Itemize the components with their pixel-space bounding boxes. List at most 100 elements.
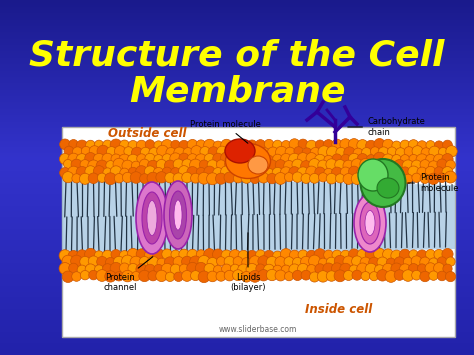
Circle shape [220, 152, 232, 164]
Circle shape [301, 270, 311, 280]
Circle shape [426, 141, 435, 150]
Circle shape [241, 272, 252, 282]
Circle shape [212, 249, 224, 260]
Circle shape [374, 166, 385, 178]
Circle shape [221, 250, 232, 261]
Text: Lipids
(bilayer): Lipids (bilayer) [230, 233, 266, 292]
Circle shape [417, 250, 427, 261]
Circle shape [216, 173, 227, 184]
Circle shape [238, 167, 249, 179]
Circle shape [250, 174, 260, 184]
Circle shape [82, 146, 91, 156]
Circle shape [344, 271, 354, 280]
Circle shape [173, 173, 184, 184]
Circle shape [182, 256, 192, 267]
Circle shape [281, 265, 291, 275]
Circle shape [119, 140, 129, 150]
Circle shape [170, 264, 181, 274]
Circle shape [161, 263, 173, 275]
Circle shape [191, 173, 201, 183]
Circle shape [383, 139, 393, 151]
Circle shape [94, 251, 104, 260]
Circle shape [120, 168, 129, 178]
Circle shape [213, 265, 223, 274]
Circle shape [139, 270, 150, 282]
Circle shape [446, 272, 456, 282]
Circle shape [157, 145, 168, 157]
Circle shape [420, 160, 430, 170]
Circle shape [230, 140, 240, 150]
Circle shape [306, 250, 317, 261]
Circle shape [267, 174, 277, 184]
Circle shape [76, 140, 88, 152]
Circle shape [77, 265, 87, 275]
Text: Protein molecule: Protein molecule [190, 120, 260, 143]
Circle shape [258, 256, 269, 267]
Circle shape [105, 173, 117, 185]
Circle shape [80, 160, 90, 169]
Circle shape [420, 174, 430, 184]
Circle shape [340, 167, 351, 178]
Circle shape [247, 153, 257, 164]
Circle shape [326, 271, 337, 281]
Circle shape [353, 148, 363, 158]
Circle shape [323, 140, 334, 150]
Circle shape [298, 139, 308, 149]
Circle shape [233, 270, 244, 281]
Circle shape [395, 148, 406, 158]
Circle shape [258, 269, 269, 281]
Circle shape [340, 250, 351, 261]
Circle shape [289, 139, 300, 149]
Circle shape [437, 159, 447, 169]
Circle shape [348, 249, 360, 260]
Circle shape [145, 264, 155, 275]
Circle shape [164, 257, 176, 268]
Circle shape [417, 167, 427, 177]
Circle shape [348, 166, 360, 177]
Circle shape [289, 250, 300, 260]
Circle shape [68, 166, 79, 178]
Circle shape [216, 271, 226, 281]
Circle shape [318, 146, 330, 158]
Ellipse shape [248, 156, 268, 174]
Circle shape [289, 264, 300, 275]
Circle shape [319, 173, 328, 182]
Circle shape [207, 257, 218, 268]
Circle shape [442, 248, 453, 260]
Circle shape [224, 256, 235, 267]
Circle shape [275, 160, 286, 170]
Circle shape [162, 249, 172, 260]
Circle shape [162, 154, 172, 164]
Circle shape [207, 271, 218, 282]
Circle shape [174, 147, 185, 159]
Circle shape [124, 147, 133, 156]
Circle shape [255, 154, 265, 164]
Circle shape [365, 248, 377, 260]
Circle shape [59, 263, 71, 274]
Text: Protein
molecule: Protein molecule [408, 173, 458, 193]
Circle shape [310, 272, 319, 282]
Circle shape [130, 172, 142, 183]
Circle shape [374, 152, 385, 164]
Circle shape [357, 249, 368, 260]
Circle shape [119, 263, 129, 273]
Circle shape [400, 140, 410, 150]
Circle shape [309, 255, 320, 267]
Circle shape [403, 257, 413, 267]
Circle shape [292, 172, 303, 182]
Circle shape [385, 271, 397, 282]
Circle shape [187, 166, 198, 178]
Circle shape [340, 263, 351, 275]
Circle shape [332, 250, 342, 260]
Circle shape [326, 257, 337, 268]
Circle shape [317, 271, 329, 282]
Circle shape [139, 257, 150, 267]
Circle shape [113, 256, 125, 268]
Circle shape [68, 153, 79, 164]
Circle shape [324, 250, 333, 260]
Circle shape [266, 269, 278, 281]
Circle shape [121, 255, 134, 267]
Ellipse shape [136, 182, 168, 254]
Circle shape [264, 155, 273, 165]
Circle shape [272, 167, 283, 178]
